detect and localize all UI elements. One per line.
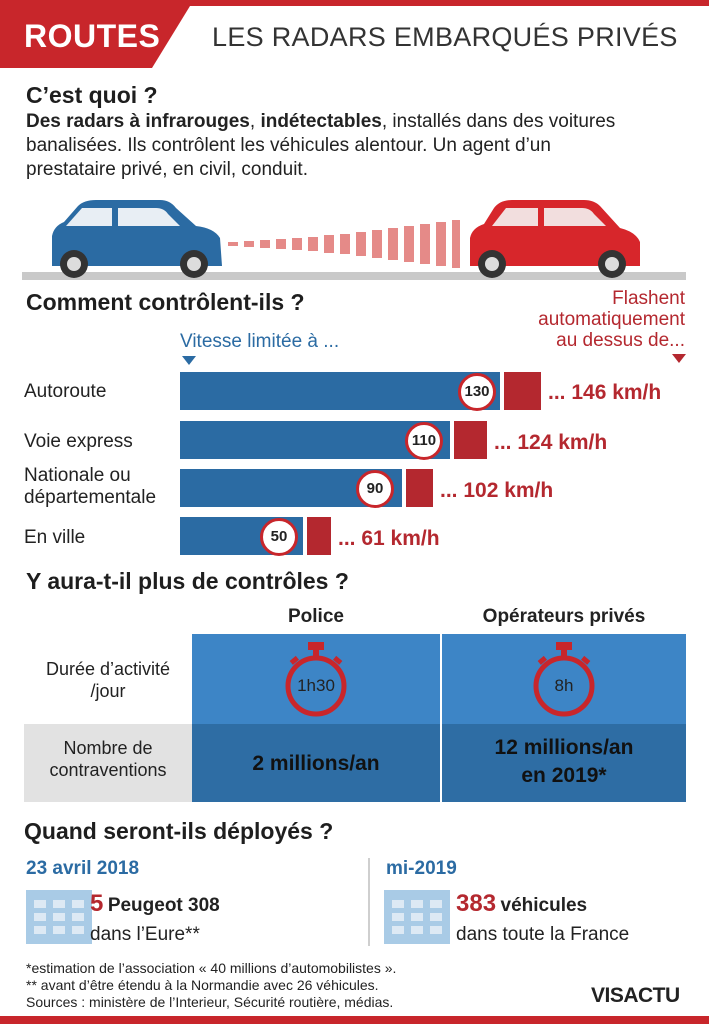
row-label-duration-line-2: /jour: [90, 681, 126, 701]
flash-bar-nationale: [406, 469, 433, 507]
row-label-en-ville: En ville: [24, 527, 86, 548]
cars-illustration: [22, 200, 686, 280]
deploy-left-model: Peugeot 308: [107, 895, 220, 916]
deploy-divider: [368, 858, 370, 946]
col-header-police: Police: [288, 606, 344, 627]
speed-header: Vitesse limitée à ...: [180, 331, 340, 352]
flash-value-voie-express: ... 124 km/h: [494, 431, 608, 454]
flash-arrow-icon: [672, 354, 686, 363]
stopwatch-icon: [285, 642, 347, 717]
cell-private-fines: [442, 724, 686, 802]
what-bold-1: Des radars à infrarouges: [26, 111, 250, 132]
what-line-1: Des radars à infrarouges, indétectables,…: [26, 110, 696, 134]
flash-value-en-ville: ... 61 km/h: [338, 527, 440, 550]
deploy-right-place: dans toute la France: [456, 924, 630, 945]
red-car-icon: [470, 200, 640, 278]
stopwatch-icon: [533, 642, 595, 717]
deploy-left-count: 5: [90, 890, 104, 917]
blue-car-icon: [52, 200, 222, 278]
cell-label-fines: [24, 724, 192, 802]
flash-header: Flashent automatiquement au dessus de...: [538, 288, 685, 351]
private-fines-line-2: en 2019*: [521, 764, 607, 787]
row-label-duration-line-1: Durée d’activité: [45, 659, 171, 679]
control-heading: Comment contrôlent-ils ?: [26, 289, 305, 315]
cell-police-fines: [192, 724, 440, 802]
deploy-right-text: 383 véhicules dans toute la France: [456, 890, 629, 949]
limit-sign-autoroute: 130: [458, 373, 496, 411]
flash-bar-autoroute: [504, 372, 541, 410]
visactu-logo: VISACTU: [591, 984, 680, 1007]
row-label-nationale-line-2: départementale: [24, 487, 157, 508]
limit-sign-nationale: 90: [356, 470, 394, 508]
private-fines-line-1: 12 millions/an: [494, 736, 634, 759]
deploy-right-label: véhicules: [500, 895, 588, 916]
what-line-3: prestataire privé, en civil, conduit.: [26, 159, 308, 180]
footnote-2: ** avant d’être étendu à la Normandie av…: [26, 977, 379, 993]
top-accent-bar: [0, 0, 709, 6]
what-heading: C’est quoi ?: [26, 82, 158, 108]
flash-header-line-3: au dessus de...: [556, 330, 685, 351]
flash-bar-en-ville: [307, 517, 331, 555]
col-header-private: Opérateurs privés: [482, 606, 646, 627]
deploy-right-count: 383: [456, 890, 497, 917]
speed-bar-autoroute: [180, 372, 500, 410]
what-description: Des radars à infrarouges, indétectables,…: [26, 110, 696, 182]
what-sep: ,: [249, 111, 261, 132]
what-line-2: banalisées. Ils contrôlent les véhicules…: [26, 135, 551, 156]
bottom-accent-bar: [0, 1016, 709, 1024]
calendar-icon: [384, 890, 450, 944]
flash-bar-voie-express: [454, 421, 487, 459]
road: [22, 272, 686, 280]
row-label-nationale: Nationale ou départementale: [24, 465, 156, 509]
police-fines-value: 2 millions/an: [252, 752, 380, 775]
page-title: LES RADARS EMBARQUÉS PRIVÉS: [212, 22, 678, 52]
row-label-duration: Durée d’activité /jour: [24, 658, 192, 702]
deploy-left-place: dans l’Eure**: [90, 924, 200, 945]
limit-sign-voie-express: 110: [405, 422, 443, 460]
row-label-voie-express: Voie express: [24, 431, 133, 452]
row-label-autoroute: Autoroute: [24, 381, 107, 402]
section-tag: ROUTES: [0, 6, 190, 68]
deploy-left-text: 5 Peugeot 308 dans l’Eure**: [90, 890, 220, 949]
footnote-1: *estimation de l’association « 40 millio…: [26, 960, 397, 976]
what-rest: , installés dans des voitures: [381, 111, 616, 132]
section-tag-label: ROUTES: [24, 18, 161, 54]
radar-waves: [228, 220, 460, 268]
deploy-date-left: 23 avril 2018: [26, 858, 140, 879]
more-heading: Y aura-t-il plus de contrôles ?: [26, 568, 349, 594]
flash-value-nationale: ... 102 km/h: [440, 479, 554, 502]
what-bold-2: indétectables: [260, 111, 382, 132]
flash-header-line-1: Flashent: [612, 288, 685, 309]
private-fines-value: 12 millions/an en 2019*: [442, 734, 686, 790]
limit-sign-en-ville: 50: [260, 518, 298, 556]
deploy-date-right: mi-2019: [386, 858, 457, 879]
row-label-fines: Nombre de contraventions: [24, 737, 192, 781]
sources-note: Sources : ministère de l’Interieur, Sécu…: [26, 994, 394, 1010]
flash-header-line-2: automatiquement: [538, 309, 685, 330]
row-label-fines-line-1: Nombre de: [63, 738, 153, 758]
speed-arrow-icon: [182, 356, 196, 365]
calendar-icon: [26, 890, 92, 944]
private-duration-value: 8h: [554, 676, 574, 695]
row-label-nationale-line-1: Nationale ou: [24, 465, 131, 486]
row-label-fines-line-2: contraventions: [49, 760, 167, 780]
deploy-heading: Quand seront-ils déployés ?: [24, 818, 334, 844]
police-duration-value: 1h30: [297, 676, 335, 695]
flash-value-autoroute: ... 146 km/h: [548, 381, 662, 404]
